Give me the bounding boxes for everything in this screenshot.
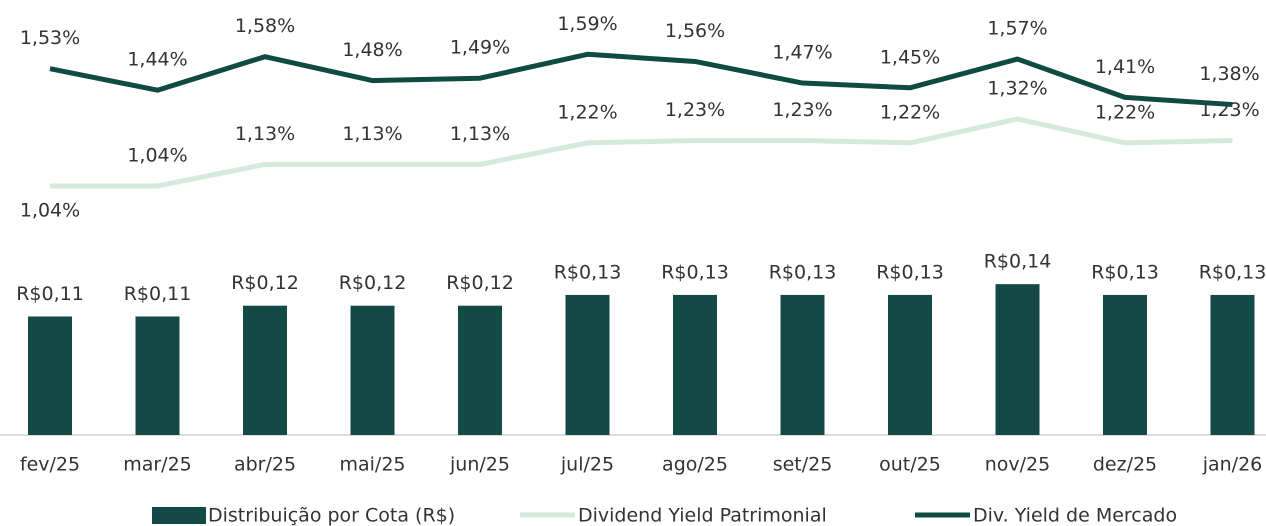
bar: [780, 294, 825, 435]
bar: [565, 294, 610, 435]
line: [50, 116, 1233, 189]
line-label: 1,45%: [880, 46, 940, 68]
line-label: 1,13%: [450, 123, 510, 145]
x-tick-label: mar/25: [123, 454, 192, 476]
bar-label: R$0,13: [554, 261, 622, 283]
bar-label: R$0,13: [1091, 261, 1159, 283]
line-label: 1,58%: [235, 15, 295, 37]
bar-label: R$0,11: [16, 283, 84, 305]
legend-swatch: [152, 507, 206, 524]
line-label: 1,47%: [772, 42, 832, 64]
line-label: 1,53%: [20, 27, 80, 49]
line-label: 1,57%: [987, 18, 1047, 40]
bar-label: R$0,12: [339, 272, 407, 294]
x-tick-label: jan/26: [1202, 454, 1263, 476]
bar: [888, 294, 932, 435]
bar: [135, 316, 180, 435]
legend-label: Div. Yield de Mercado: [973, 505, 1177, 526]
x-tick-label: abr/25: [234, 454, 296, 476]
x-tick-label: dez/25: [1093, 454, 1157, 476]
line-label: 1,49%: [450, 37, 510, 59]
line-label: 1,22%: [880, 101, 940, 123]
bar: [350, 305, 395, 435]
bar: [243, 305, 287, 435]
line-label: 1,32%: [987, 77, 1047, 99]
bar: [458, 305, 502, 435]
line-label: 1,41%: [1095, 56, 1155, 78]
x-tick-label: out/25: [879, 454, 941, 476]
line-label: 1,48%: [342, 39, 402, 61]
legend-label: Dividend Yield Patrimonial: [578, 505, 827, 526]
bar: [1210, 294, 1255, 435]
x-tick-label: nov/25: [985, 454, 1051, 476]
bar-label: R$0,11: [124, 283, 192, 305]
bar-label: R$0,13: [876, 261, 944, 283]
line-label: 1,59%: [557, 13, 617, 35]
line-label: 1,38%: [1199, 63, 1259, 85]
x-tick-label: set/25: [773, 454, 833, 476]
x-tick-label: fev/25: [20, 454, 80, 476]
line-label: 1,22%: [1095, 101, 1155, 123]
bar: [1103, 294, 1147, 435]
line-label: 1,22%: [557, 101, 617, 123]
line-label: 1,04%: [127, 144, 187, 166]
bar: [28, 316, 72, 435]
bar: [995, 284, 1040, 435]
x-tick-label: jun/25: [449, 454, 510, 476]
line-label: 1,13%: [235, 123, 295, 145]
line-label: 1,56%: [665, 20, 725, 42]
bar-label: R$0,12: [231, 272, 299, 294]
bar-label: R$0,12: [446, 272, 514, 294]
line: [49, 51, 1233, 108]
bar-label: R$0,13: [1199, 261, 1266, 283]
bar: [673, 294, 717, 435]
line-label: 1,23%: [665, 99, 725, 121]
bar-label: R$0,14: [984, 251, 1052, 273]
line-label: 1,13%: [342, 123, 402, 145]
bar-label: R$0,13: [769, 261, 837, 283]
legend-label: Distribuição por Cota (R$): [208, 505, 455, 526]
bar-label: R$0,13: [661, 261, 729, 283]
line-label: 1,44%: [127, 49, 187, 71]
x-tick-label: jul/25: [560, 454, 614, 476]
line-label: 1,04%: [20, 199, 80, 221]
line-label: 1,23%: [772, 99, 832, 121]
x-tick-label: mai/25: [339, 454, 405, 476]
x-tick-label: ago/25: [662, 454, 728, 476]
